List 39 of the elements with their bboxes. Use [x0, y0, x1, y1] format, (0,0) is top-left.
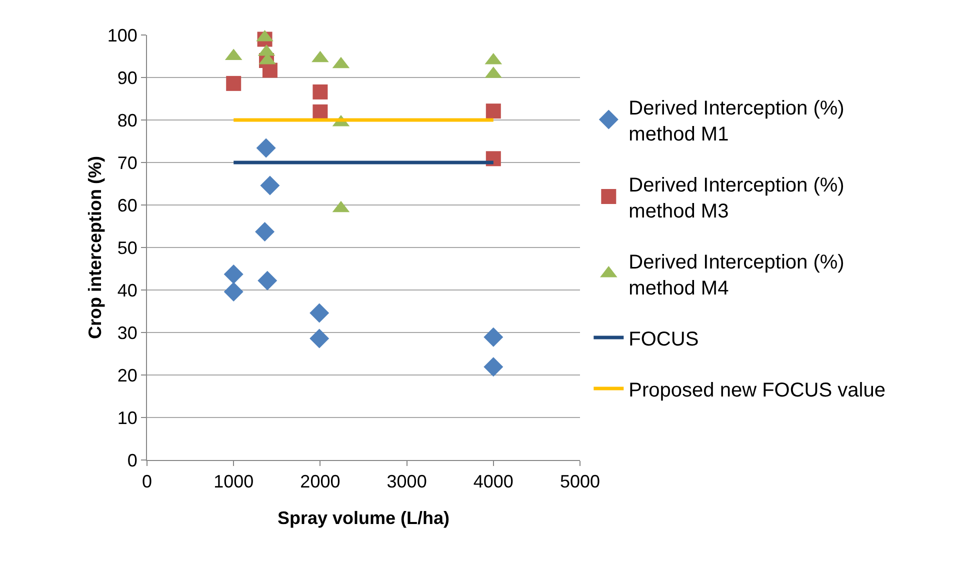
point	[258, 270, 278, 290]
point	[486, 104, 501, 119]
point	[484, 327, 504, 347]
y-tick-label: 70	[117, 152, 138, 173]
y-axis-title: Crop interception (%)	[85, 156, 105, 339]
point	[224, 264, 244, 284]
legend-label: Derived Interception (%) method M1	[628, 97, 844, 146]
point	[262, 62, 278, 78]
y-tick-label: 30	[117, 322, 138, 343]
y-tick-label: 40	[117, 280, 138, 300]
y-tick-label: 20	[117, 365, 138, 386]
x-tick-label: 3000	[386, 472, 427, 492]
point	[256, 138, 276, 158]
legend-label: Derived Interception (%) method M4	[628, 251, 844, 300]
point	[310, 303, 330, 323]
point	[255, 222, 275, 242]
point	[484, 357, 504, 377]
y-tick-label: 0	[127, 450, 138, 470]
x-tick-label: 2000	[300, 472, 340, 492]
point	[312, 104, 328, 120]
y-tick-label: 60	[117, 195, 138, 216]
x-axis-title: Spray volume (L/ha)	[277, 508, 450, 528]
point	[226, 76, 242, 91]
y-tick-label: 90	[117, 68, 138, 88]
x-tick-label: 0	[142, 472, 152, 492]
point	[260, 176, 280, 196]
x-tick-label: 5000	[560, 472, 600, 492]
y-tick-label: 10	[117, 408, 138, 428]
point	[310, 328, 330, 348]
point	[224, 282, 244, 302]
legend-label: Proposed new FOCUS value	[628, 379, 886, 402]
point	[312, 84, 328, 100]
y-tick-label: 50	[117, 238, 138, 258]
legend-label: FOCUS	[628, 328, 699, 350]
y-tick-label: 80	[117, 110, 138, 130]
x-tick-label: 1000	[214, 472, 254, 492]
y-tick-label: 100	[107, 25, 138, 46]
legend-label: Derived Interception (%) method M3	[628, 174, 844, 222]
x-tick-label: 4000	[473, 472, 514, 492]
